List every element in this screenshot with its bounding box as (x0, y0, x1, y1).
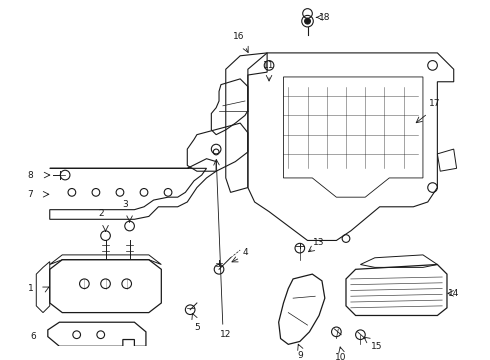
Text: 5: 5 (194, 323, 200, 332)
Text: 4: 4 (242, 248, 248, 257)
Text: 7: 7 (27, 190, 33, 199)
Text: 14: 14 (448, 289, 460, 298)
Circle shape (305, 18, 310, 24)
Text: 3: 3 (122, 201, 128, 210)
Text: 10: 10 (336, 353, 347, 360)
Text: 11: 11 (263, 61, 275, 70)
Text: 12: 12 (220, 330, 231, 339)
Text: 15: 15 (371, 342, 383, 351)
Text: 1: 1 (27, 284, 33, 293)
Text: 16: 16 (233, 32, 244, 41)
Text: 2: 2 (98, 209, 103, 218)
Text: 6: 6 (30, 332, 36, 341)
Text: 9: 9 (297, 351, 303, 360)
Text: 18: 18 (319, 13, 331, 22)
Text: 8: 8 (27, 171, 33, 180)
Text: 17: 17 (429, 99, 440, 108)
Text: 13: 13 (313, 238, 325, 247)
